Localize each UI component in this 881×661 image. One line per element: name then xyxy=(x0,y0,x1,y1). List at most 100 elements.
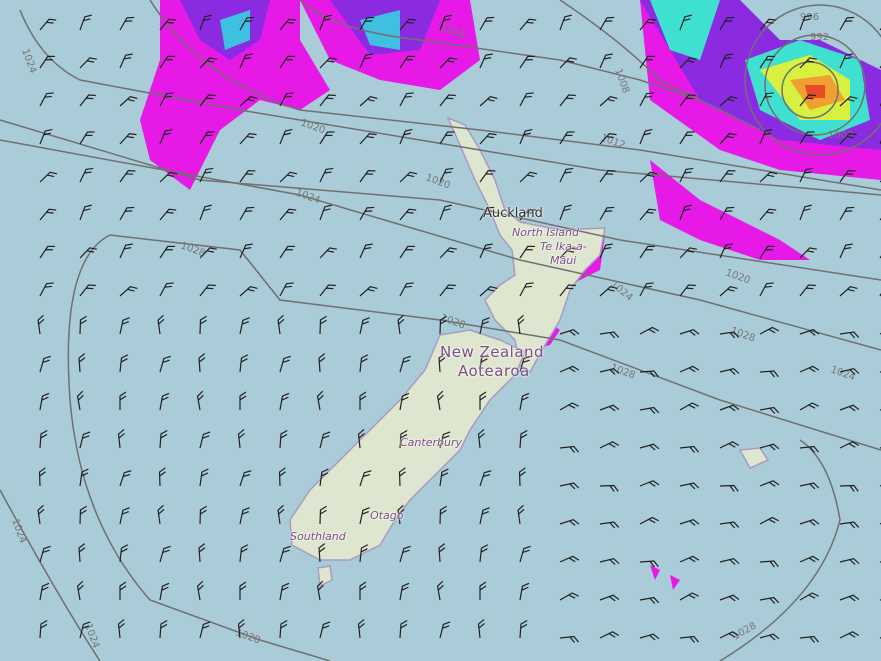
wind-barb xyxy=(759,480,780,487)
wind-barb xyxy=(479,243,493,259)
wind-barb xyxy=(279,18,297,31)
wind-barb xyxy=(479,170,496,183)
wind-barb xyxy=(799,167,814,183)
wind-barb xyxy=(279,429,288,449)
wind-barb xyxy=(39,18,57,31)
wind-barb xyxy=(679,284,696,297)
isobar-label: 1000 xyxy=(828,130,853,141)
wind-barb xyxy=(599,557,620,565)
wind-barb xyxy=(559,14,572,31)
wind-barb xyxy=(199,94,216,107)
wind-barb xyxy=(239,243,253,259)
wind-barb xyxy=(278,467,286,487)
wind-barb xyxy=(839,441,860,449)
wind-barb xyxy=(719,367,740,375)
wind-barb xyxy=(159,92,174,107)
wind-barb xyxy=(439,468,449,487)
wind-barb xyxy=(559,635,579,643)
wind-barb xyxy=(279,208,297,221)
wind-barb xyxy=(199,167,214,183)
wind-barb xyxy=(759,633,780,641)
wind-barb xyxy=(639,443,660,451)
wind-barb xyxy=(399,171,418,183)
wind-barb xyxy=(799,284,816,297)
wind-barb xyxy=(799,555,820,563)
wind-barb xyxy=(719,170,736,183)
wind-barb xyxy=(39,245,56,259)
wind-barb xyxy=(319,431,331,449)
wind-barb xyxy=(37,504,45,525)
wind-barb xyxy=(359,391,367,410)
wind-barb xyxy=(599,243,613,259)
wind-barb xyxy=(39,582,50,601)
wind-barb xyxy=(159,171,178,183)
wind-barb xyxy=(759,516,779,525)
wind-barb xyxy=(359,170,376,183)
wind-barb xyxy=(559,592,579,601)
wind-barb xyxy=(159,18,177,31)
place-country[interactable]: New Zealand xyxy=(440,343,545,361)
wind-barb xyxy=(119,95,138,107)
place-canterbury[interactable]: Canterbury xyxy=(400,436,462,449)
wind-barb xyxy=(519,128,533,145)
wind-barb xyxy=(399,18,417,31)
wind-barb xyxy=(359,317,370,335)
wind-barb xyxy=(279,619,288,639)
wind-barb xyxy=(839,95,858,107)
wind-barb xyxy=(799,635,819,643)
wind-barb xyxy=(519,355,531,373)
wind-barb xyxy=(359,470,372,487)
wind-barb xyxy=(357,619,365,639)
wind-barb xyxy=(559,482,580,490)
new-zealand-land xyxy=(289,116,770,588)
place-auckland[interactable]: Auckland xyxy=(483,206,543,221)
wind-barb xyxy=(559,131,575,145)
wind-barb xyxy=(39,545,51,563)
wind-barb xyxy=(439,14,452,31)
wind-barb xyxy=(559,555,580,563)
wind-barb xyxy=(599,285,618,297)
wind-barbs xyxy=(37,14,881,643)
wind-barb xyxy=(159,128,173,145)
wind-barb xyxy=(559,167,574,183)
wind-barb xyxy=(439,57,457,69)
wind-barb xyxy=(319,284,336,297)
wind-barb xyxy=(436,580,444,601)
wind-barb xyxy=(719,331,740,339)
wind-barb xyxy=(239,354,249,373)
wind-barb xyxy=(479,507,490,525)
place-southland[interactable]: Southland xyxy=(290,530,346,543)
wind-barb xyxy=(159,392,170,411)
wind-barb xyxy=(479,285,498,297)
wind-barb xyxy=(319,247,337,259)
wind-barb xyxy=(399,55,416,69)
wind-barb xyxy=(239,206,255,221)
wind-barb xyxy=(79,431,91,449)
wind-barb xyxy=(679,635,699,643)
wind-barb xyxy=(479,132,497,145)
wind-barb xyxy=(316,390,324,411)
wind-barb xyxy=(279,92,294,107)
wind-barb xyxy=(639,406,660,414)
wind-barb xyxy=(196,390,204,411)
place-north-island[interactable]: North Island xyxy=(512,226,579,239)
wind-barb xyxy=(277,314,285,335)
wind-barb xyxy=(477,619,485,639)
isobar-label: 996 xyxy=(800,12,819,23)
wind-barb xyxy=(199,431,211,449)
wind-barb xyxy=(399,429,408,449)
wind-barb xyxy=(199,131,215,145)
wind-barb xyxy=(839,285,858,297)
wind-barb xyxy=(119,53,133,69)
wind-barb xyxy=(359,507,370,525)
wind-barb xyxy=(39,208,57,221)
wind-barb xyxy=(159,282,174,297)
wind-barb xyxy=(839,484,859,492)
wind-barb xyxy=(399,392,410,411)
wind-barb xyxy=(119,285,138,297)
place-otago[interactable]: Otago xyxy=(370,509,404,522)
wind-barb xyxy=(839,206,855,221)
wind-barb xyxy=(39,92,54,107)
wind-barb xyxy=(679,204,692,221)
